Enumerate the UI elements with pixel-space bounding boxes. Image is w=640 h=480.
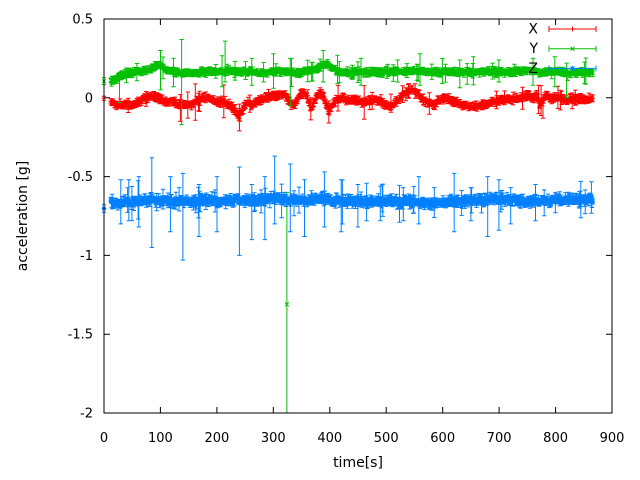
x-tick-label: 0 <box>100 431 108 446</box>
legend-label-Y: Y <box>528 41 538 57</box>
x-tick-label: 800 <box>543 431 568 446</box>
x-tick-label: 100 <box>148 431 173 446</box>
x-tick-label: 900 <box>600 431 625 446</box>
legend-label-X: X <box>528 22 538 38</box>
y-tick-label: -1 <box>80 249 93 264</box>
y-axis-label: acceleration [g] <box>15 161 31 272</box>
legend-sample-Z <box>548 65 597 72</box>
x-tick-label: 700 <box>487 431 512 446</box>
x-tick-label: 300 <box>261 431 286 446</box>
x-tick-label: 600 <box>430 431 455 446</box>
y-tick-label: 0 <box>85 91 93 106</box>
legend-sample-Y <box>548 45 597 52</box>
legend-sample-X <box>548 26 597 32</box>
x-tick-label: 200 <box>204 431 229 446</box>
plot-border <box>103 18 613 414</box>
x-tick-label: 400 <box>317 431 342 446</box>
series-Z-errorbars <box>101 155 595 261</box>
legend: XYZ <box>528 22 597 77</box>
x-tick-label: 500 <box>374 431 399 446</box>
legend-label-Z: Z <box>528 61 538 77</box>
axis-ticks-group: 0 100 200 300 400 500 600 700 800 900 0.5 0 -0.5 -1 -1… <box>68 13 625 447</box>
y-tick-label: -1.5 <box>68 328 93 343</box>
series-group <box>101 39 595 414</box>
y-tick-label: -2 <box>80 407 93 422</box>
x-axis-label: time[s] <box>333 455 383 471</box>
y-tick-label: 0.5 <box>72 13 93 28</box>
y-tick-label: -0.5 <box>68 170 93 185</box>
series-X-errorbars <box>101 83 595 132</box>
